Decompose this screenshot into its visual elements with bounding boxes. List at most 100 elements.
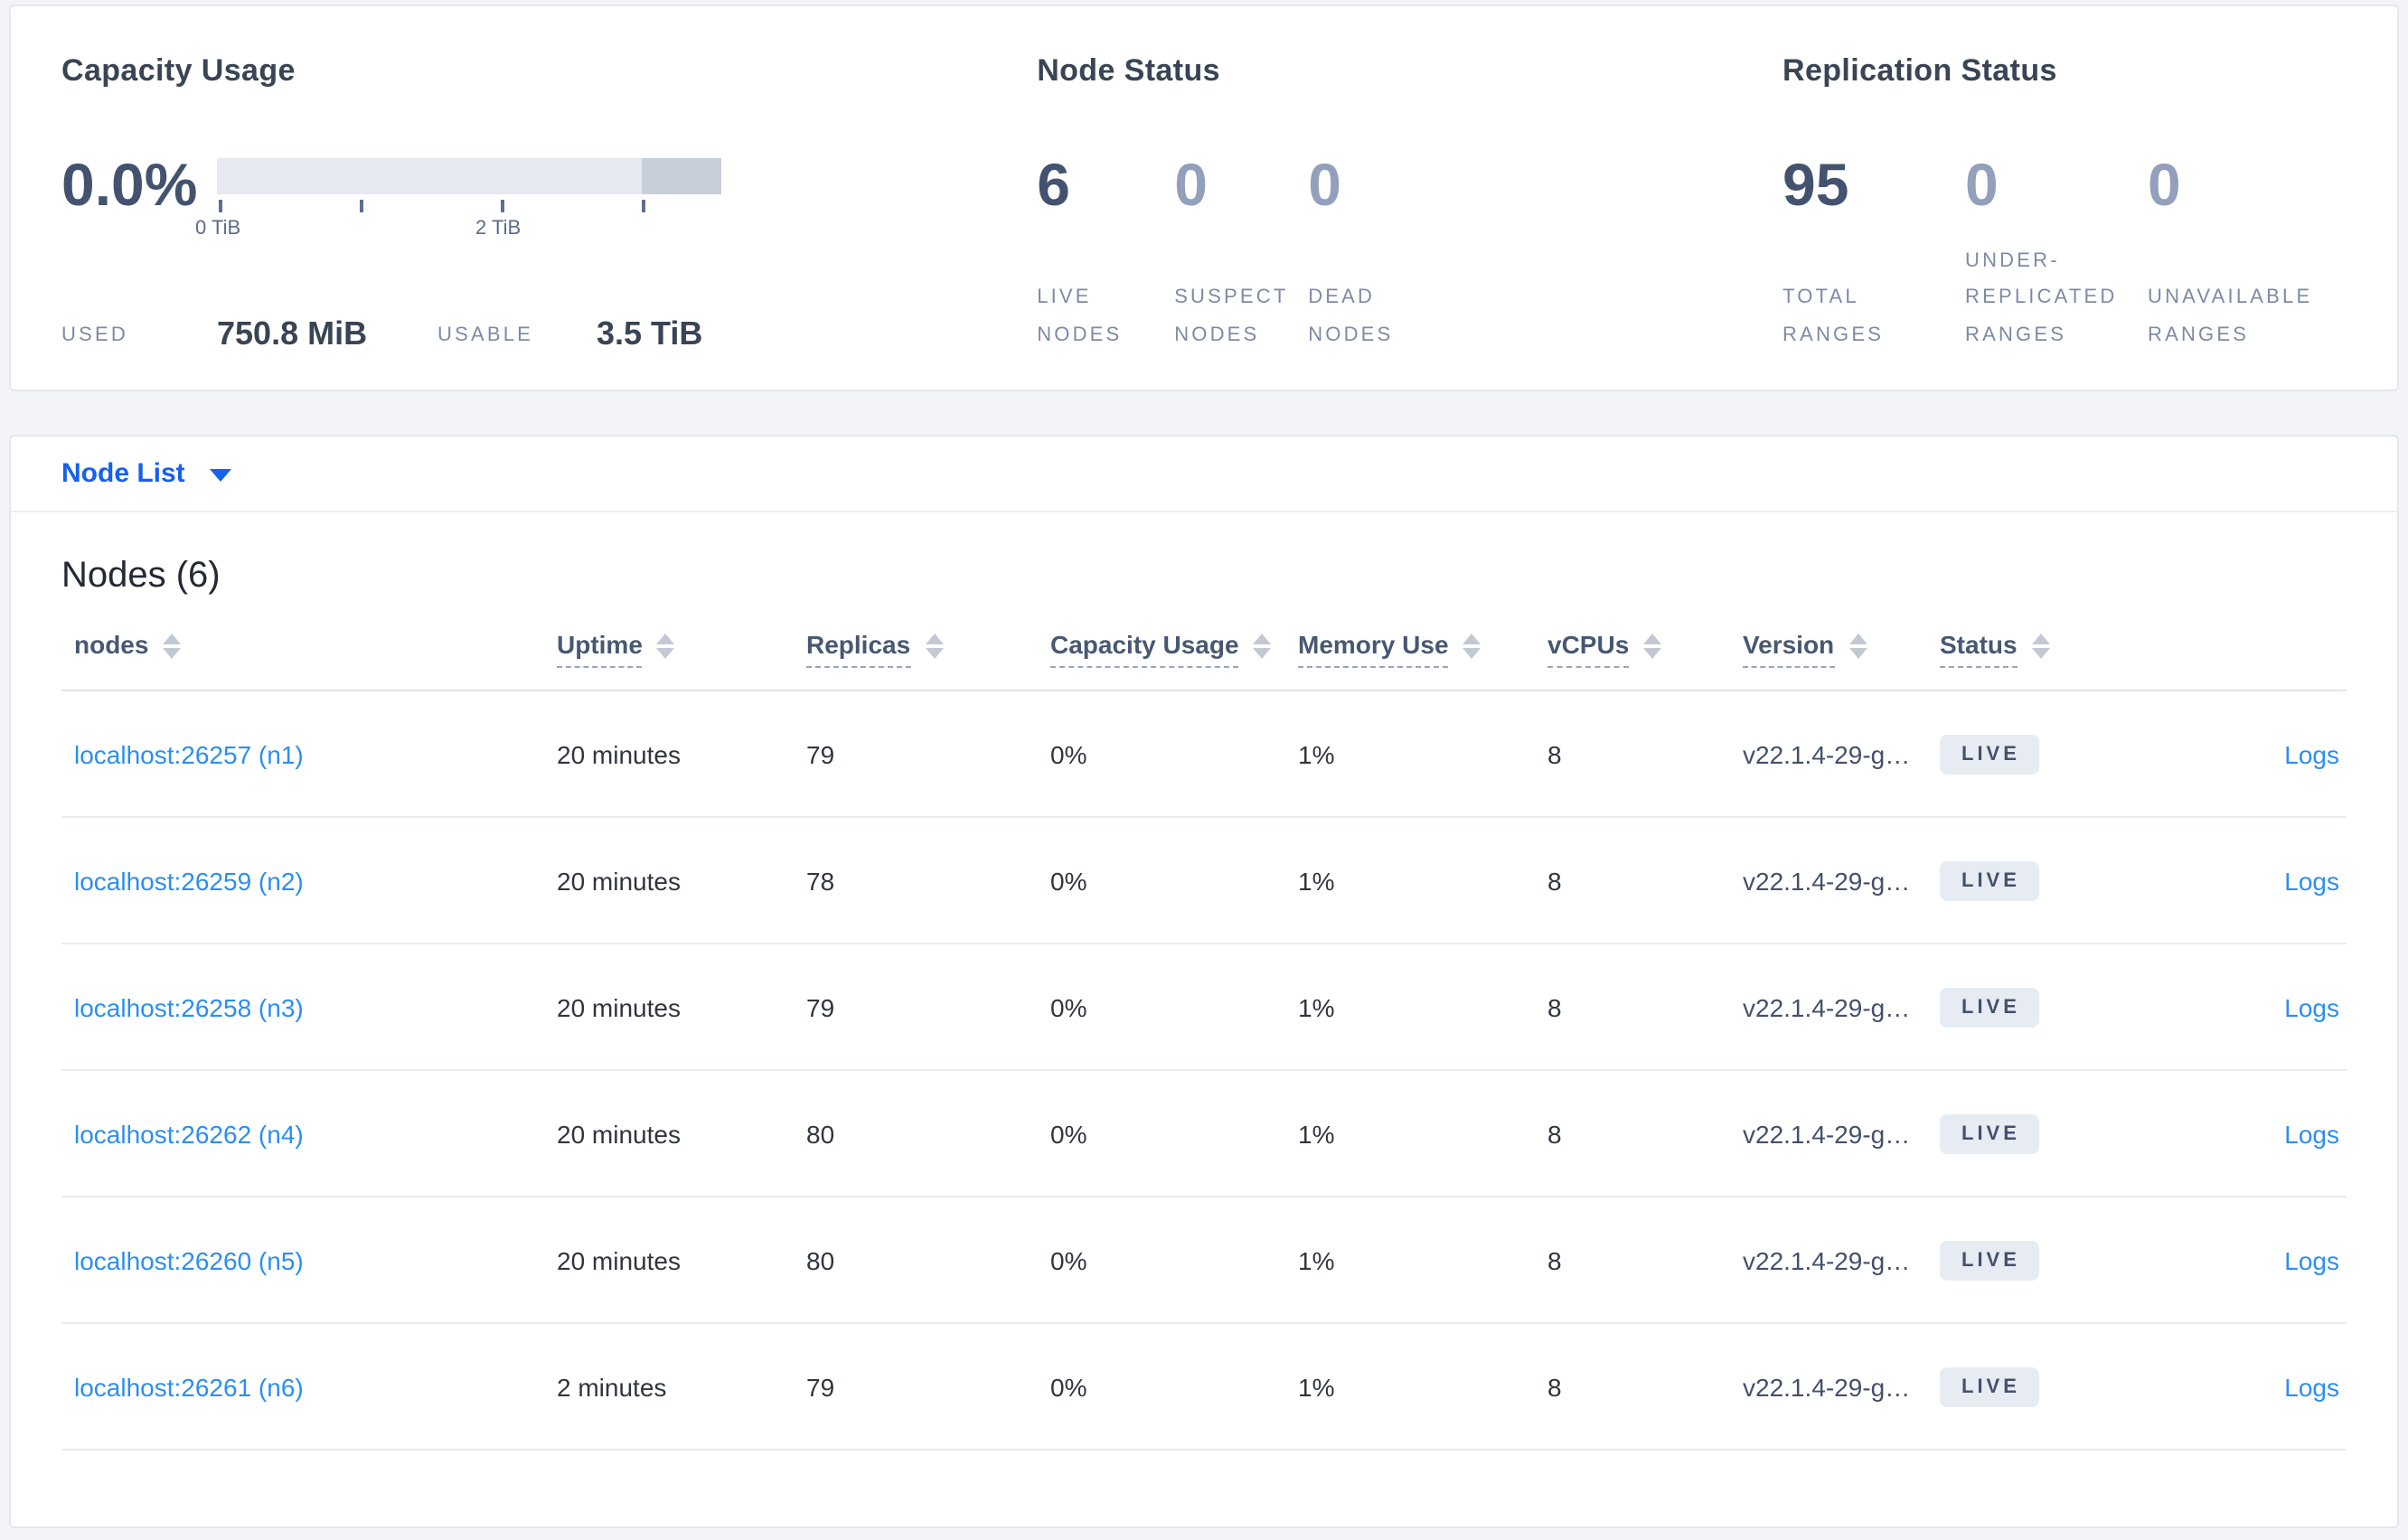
used-value: 750.8 MiB: [217, 315, 368, 352]
under-replicated-ranges-value: 0: [1965, 151, 1999, 218]
capacity-cell: 0%: [1050, 866, 1087, 895]
uptime-cell: 20 minutes: [557, 1119, 681, 1148]
capacity-bar-ticks: [217, 200, 721, 216]
column-header-status-label: Status: [1940, 630, 2018, 668]
node-link-n1[interactable]: localhost:26257 (n1): [74, 739, 304, 768]
sort-icon: [656, 634, 675, 659]
status-badge: LIVE: [1940, 987, 2040, 1027]
logs-link-n4[interactable]: Logs: [2284, 1119, 2339, 1148]
column-header-nodes[interactable]: nodes: [61, 630, 557, 666]
logs-link-n3[interactable]: Logs: [2284, 992, 2339, 1021]
logs-link-n2[interactable]: Logs: [2284, 866, 2339, 895]
node-link-n5[interactable]: localhost:26260 (n5): [74, 1245, 304, 1274]
replication-status-title: Replication Status: [1782, 53, 2057, 88]
vcpus-cell: 8: [1547, 866, 1562, 895]
column-header-uptime[interactable]: Uptime: [557, 630, 806, 668]
replicas-cell: 79: [806, 739, 835, 768]
version-cell: v22.1.4-29-g…: [1743, 866, 1911, 895]
replicas-cell: 78: [806, 866, 835, 895]
version-cell: v22.1.4-29-g…: [1743, 992, 1911, 1021]
column-header-uptime-label: Uptime: [557, 630, 643, 668]
capacity-cell: 0%: [1050, 1372, 1087, 1401]
uptime-cell: 20 minutes: [557, 992, 681, 1021]
table-row-n6: localhost:26261 (n6) 2 minutes 79 0% 1% …: [61, 1324, 2347, 1451]
cluster-summary-card: Capacity Usage 0.0% 0 TiB 2 TiB: [9, 5, 2399, 391]
chevron-down-icon: [210, 469, 232, 482]
node-link-n4[interactable]: localhost:26262 (n4): [74, 1119, 304, 1148]
capacity-cell: 0%: [1050, 1245, 1087, 1274]
logs-link-n5[interactable]: Logs: [2284, 1245, 2339, 1274]
vcpus-cell: 8: [1547, 739, 1562, 768]
node-link-n3[interactable]: localhost:26258 (n3): [74, 992, 304, 1021]
sort-icon: [1848, 634, 1867, 659]
dead-nodes-label: DEAD NODES: [1308, 286, 1394, 346]
live-nodes-value: 6: [1037, 151, 1070, 218]
used-label: USED: [61, 324, 128, 345]
node-link-n2[interactable]: localhost:26259 (n2): [74, 866, 304, 895]
capacity-cell: 0%: [1050, 992, 1087, 1021]
sort-icon: [1253, 634, 1272, 659]
uptime-cell: 20 minutes: [557, 1245, 681, 1274]
usable-label: USABLE: [437, 324, 534, 345]
version-cell: v22.1.4-29-g…: [1743, 1372, 1911, 1401]
column-header-version[interactable]: Version: [1743, 630, 1940, 668]
column-header-vcpus[interactable]: vCPUs: [1547, 630, 1743, 668]
status-badge: LIVE: [1940, 860, 2040, 900]
vcpus-cell: 8: [1547, 1119, 1562, 1148]
usable-value: 3.5 TiB: [597, 315, 703, 352]
uptime-cell: 2 minutes: [557, 1372, 667, 1401]
table-row-n2: localhost:26259 (n2) 20 minutes 78 0% 1%…: [61, 818, 2347, 944]
node-status-title: Node Status: [1037, 53, 1220, 88]
total-ranges-value: 95: [1782, 151, 1849, 218]
live-nodes-stat: 6 LIVE NODES: [1037, 155, 1174, 353]
unavailable-ranges-value: 0: [2148, 151, 2181, 218]
replicas-cell: 79: [806, 992, 835, 1021]
logs-link-n6[interactable]: Logs: [2284, 1372, 2339, 1401]
capacity-percent: 0.0%: [61, 151, 198, 218]
table-row-n4: localhost:26262 (n4) 20 minutes 80 0% 1%…: [61, 1071, 2347, 1197]
logs-link-n1[interactable]: Logs: [2284, 739, 2339, 768]
capacity-bar: 0 TiB 2 TiB: [195, 158, 721, 241]
sort-icon: [163, 633, 182, 658]
nodes-table-title: Nodes (6): [61, 556, 221, 596]
under-replicated-ranges-label: UNDER-REPLICATED RANGES: [1965, 249, 2118, 346]
column-header-status[interactable]: Status: [1940, 630, 2193, 668]
memory-cell: 1%: [1298, 1119, 1335, 1148]
column-header-replicas[interactable]: Replicas: [806, 630, 1050, 668]
suspect-nodes-label: SUSPECT NODES: [1174, 286, 1289, 346]
sort-icon: [1463, 634, 1481, 659]
capacity-tick-label-0: 0 TiB: [195, 218, 241, 239]
capacity-bar-usable-segment: [217, 158, 642, 194]
capacity-cell: 0%: [1050, 1119, 1087, 1148]
vcpus-cell: 8: [1547, 1372, 1562, 1401]
node-list-dropdown[interactable]: Node List: [61, 458, 232, 489]
memory-cell: 1%: [1298, 866, 1335, 895]
replication-status-section: Replication Status 95 TOTAL RANGES 0 UND…: [1782, 53, 2347, 353]
vcpus-cell: 8: [1547, 1245, 1562, 1274]
column-header-capacity-usage[interactable]: Capacity Usage: [1050, 630, 1298, 668]
replicas-cell: 80: [806, 1119, 835, 1148]
capacity-cell: 0%: [1050, 739, 1087, 768]
node-link-n6[interactable]: localhost:26261 (n6): [74, 1372, 304, 1401]
table-row-n5: localhost:26260 (n5) 20 minutes 80 0% 1%…: [61, 1197, 2347, 1324]
suspect-nodes-stat: 0 SUSPECT NODES: [1174, 155, 1308, 353]
status-badge: LIVE: [1940, 734, 2040, 774]
capacity-usage-title: Capacity Usage: [61, 53, 296, 88]
sort-icon: [925, 634, 944, 659]
table-row-n3: localhost:26258 (n3) 20 minutes 79 0% 1%…: [61, 944, 2347, 1071]
status-badge: LIVE: [1940, 1240, 2040, 1280]
node-list-dropdown-label: Node List: [61, 458, 185, 489]
live-nodes-label: LIVE NODES: [1037, 286, 1123, 346]
column-header-nodes-label: nodes: [74, 630, 149, 659]
version-cell: v22.1.4-29-g…: [1743, 1245, 1911, 1274]
node-status-section: Node Status 6 LIVE NODES 0 SUSPECT NODES…: [1037, 53, 1782, 353]
capacity-bar-other-segment: [642, 158, 721, 194]
column-header-memory-use[interactable]: Memory Use: [1298, 630, 1547, 668]
vcpus-cell: 8: [1547, 992, 1562, 1021]
column-header-version-label: Version: [1743, 630, 1835, 668]
nodes-table-header-row: nodes Uptime Replicas Capacity Usage: [61, 630, 2347, 691]
sort-icon: [2031, 634, 2050, 659]
replicas-cell: 80: [806, 1245, 835, 1274]
total-ranges-label: TOTAL RANGES: [1782, 286, 1885, 346]
unavailable-ranges-stat: 0 UNAVAILABLE RANGES: [2148, 155, 2347, 353]
